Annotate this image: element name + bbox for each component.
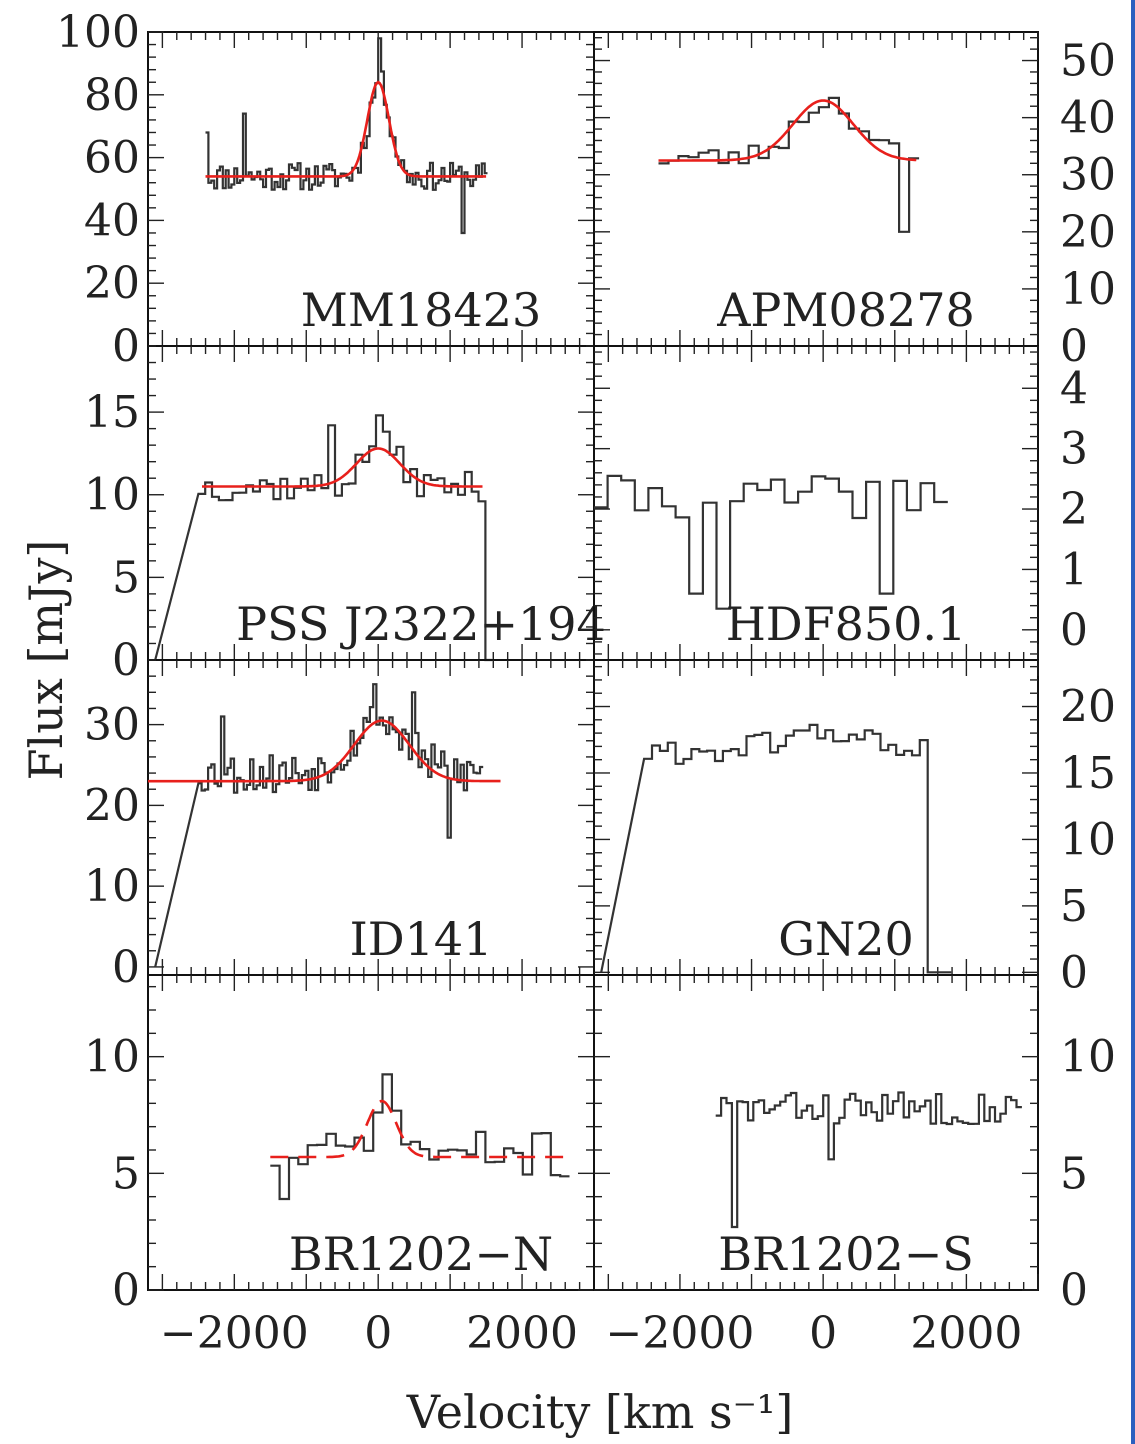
- fit-line: [270, 1099, 569, 1159]
- x-tick-label: −2000: [160, 1308, 309, 1359]
- spectrum-line: [600, 723, 952, 974]
- panel-label: ID141: [350, 912, 493, 966]
- spectrum-line: [154, 683, 484, 968]
- spectrum-line: [594, 474, 948, 610]
- fit-line: [202, 447, 483, 488]
- y-tick-label: 50: [1060, 36, 1116, 87]
- y-tick-label: 20: [84, 780, 140, 831]
- y-tick-label: 5: [112, 552, 140, 603]
- panel-label: HDF850.1: [726, 597, 967, 651]
- fit-line: [205, 80, 487, 178]
- spectrum-line: [205, 37, 488, 235]
- y-tick-label: 10: [1060, 264, 1116, 315]
- y-tick-label: 0: [112, 942, 140, 993]
- panel-frame: [593, 974, 1039, 1291]
- y-tick-label: 15: [84, 387, 140, 438]
- y-tick-label: 10: [1060, 1032, 1116, 1083]
- y-tick-label: 100: [56, 7, 140, 58]
- y-tick-label: 0: [1060, 605, 1088, 656]
- y-tick-label: 40: [1060, 93, 1116, 144]
- panel-2: 0 5 10 15 PSS J2322+194: [84, 345, 606, 686]
- y-tick-label: 5: [1060, 1148, 1088, 1199]
- y-tick-label: 30: [84, 700, 140, 751]
- panel-label: MM18423: [301, 283, 542, 337]
- y-axis-title: Flux [mJy]: [19, 540, 73, 781]
- x-tick-label: 2000: [466, 1308, 578, 1359]
- y-tick-label: 5: [112, 1148, 140, 1199]
- y-tick-label: 3: [1060, 424, 1088, 475]
- panel-label: BR1202−S: [718, 1227, 974, 1281]
- y-tick-label: 5: [1060, 881, 1088, 932]
- panel-label: PSS J2322+194: [236, 597, 606, 651]
- y-tick-label: 0: [112, 321, 140, 372]
- x-tick-label: 0: [364, 1308, 392, 1359]
- y-tick-label: 60: [84, 133, 140, 184]
- y-tick-label: 10: [1060, 814, 1116, 865]
- y-tick-label: 4: [1060, 363, 1088, 414]
- panel-6: 0 5 10 BR1202−N −2000 0 2000: [84, 974, 595, 1359]
- y-tick-label: 30: [1060, 150, 1116, 201]
- y-tick-label: 0: [1060, 321, 1088, 372]
- panel-label: BR1202−N: [289, 1227, 553, 1281]
- x-tick-label: −2000: [606, 1308, 755, 1359]
- y-tick-label: 0: [112, 635, 140, 686]
- y-tick-label: 10: [84, 1032, 140, 1083]
- y-tick-label: 20: [1060, 207, 1116, 258]
- spectrum-line: [154, 414, 493, 662]
- y-tick-label: 20: [84, 258, 140, 309]
- panel-3: 0 1 2 3 4 HDF850.1: [593, 345, 1088, 661]
- spectrum-line: [715, 1091, 1022, 1229]
- x-tick-label: 2000: [910, 1308, 1022, 1359]
- panel-label: APM08278: [716, 283, 975, 337]
- panel-7: 0 5 10 BR1202−S −2000 0 2000: [593, 974, 1116, 1359]
- y-tick-label: 0: [1060, 947, 1088, 998]
- y-tick-label: 80: [84, 70, 140, 121]
- fit-line: [148, 719, 501, 783]
- panel-4: 0 10 20 30 ID141: [84, 659, 595, 993]
- window-edge-bar: [1131, 0, 1135, 1444]
- x-axis-title: Velocity [km s⁻¹]: [406, 1385, 794, 1439]
- y-tick-label: 10: [84, 861, 140, 912]
- panel-1: 0 10 20 30 40 50 APM08278: [593, 31, 1116, 372]
- spectrum-line: [270, 1073, 570, 1201]
- fit-line: [658, 99, 917, 162]
- panels-layer: 020406080100MM1842301020304050APM0827805…: [56, 7, 1116, 1359]
- panel-5: 0 5 10 15 20 GN20: [593, 659, 1116, 998]
- y-tick-label: 15: [1060, 748, 1116, 799]
- y-tick-label: 2: [1060, 484, 1088, 535]
- y-tick-label: 1: [1060, 544, 1088, 595]
- y-tick-label: 40: [84, 195, 140, 246]
- y-tick-label: 0: [1060, 1265, 1088, 1316]
- y-tick-label: 0: [112, 1265, 140, 1316]
- panel-label: GN20: [778, 912, 914, 966]
- panel-0: 0 20 40 60 80 100 MM18423: [56, 7, 595, 372]
- y-tick-label: 10: [84, 470, 140, 521]
- spectrum-line: [658, 96, 920, 233]
- y-tick-label: 20: [1060, 682, 1116, 733]
- x-tick-label: 0: [809, 1308, 837, 1359]
